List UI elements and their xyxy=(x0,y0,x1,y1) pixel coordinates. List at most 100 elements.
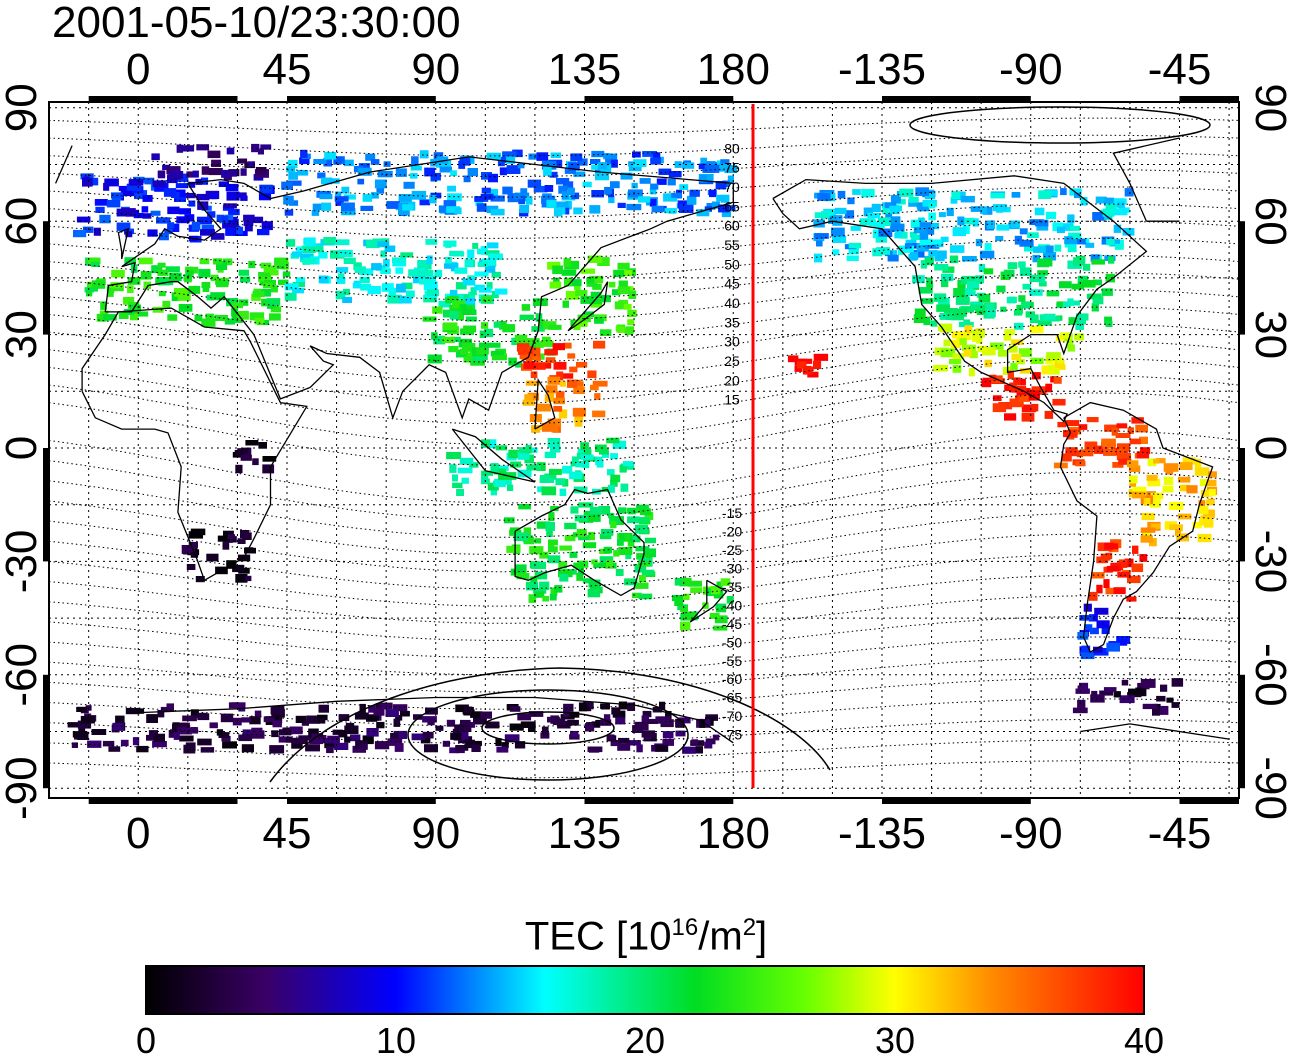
tec-cell xyxy=(1013,377,1021,386)
tec-cell xyxy=(617,507,627,514)
tec-cell xyxy=(525,581,539,591)
tec-cell xyxy=(208,168,223,176)
tec-cell xyxy=(1152,707,1161,716)
tec-cell xyxy=(1106,642,1120,652)
tec-cell xyxy=(544,451,556,459)
tec-cell xyxy=(659,701,666,711)
tec-cell xyxy=(317,714,328,721)
magnetic-latitude-contour xyxy=(49,152,1239,177)
map-gridlines xyxy=(49,102,1239,798)
tec-cell xyxy=(1127,692,1142,698)
tec-cell xyxy=(662,739,674,746)
tec-cell xyxy=(671,192,683,198)
coastline xyxy=(567,281,609,332)
tec-cell xyxy=(366,715,379,721)
top-longitude-label: -135 xyxy=(838,45,926,94)
tec-cell xyxy=(953,288,966,297)
tec-cell xyxy=(222,541,230,550)
tec-cell xyxy=(1092,296,1104,305)
tec-cell xyxy=(462,309,477,315)
tec-cell xyxy=(211,159,221,167)
tec-cell xyxy=(1019,239,1034,247)
tec-cell xyxy=(634,582,649,589)
tec-cell xyxy=(533,185,548,193)
tec-cell xyxy=(456,293,470,303)
tec-cell xyxy=(169,171,184,179)
tec-cell xyxy=(992,403,1007,413)
tec-cell xyxy=(1171,678,1184,687)
tec-cell xyxy=(260,144,272,150)
tec-cell xyxy=(1150,523,1161,529)
tec-cell xyxy=(449,304,464,313)
tec-cell xyxy=(126,183,142,191)
tec-cell xyxy=(465,258,474,267)
tec-cell xyxy=(1028,395,1040,401)
tec-cell xyxy=(195,576,205,583)
tec-cell xyxy=(629,535,638,541)
border-tick-bar xyxy=(1179,96,1239,102)
tec-cell xyxy=(234,449,244,457)
tec-cell xyxy=(986,220,995,229)
tec-cell xyxy=(424,744,438,753)
tec-cell xyxy=(636,553,646,560)
tec-cell xyxy=(678,204,694,213)
tec-cell xyxy=(638,593,653,600)
tec-cell xyxy=(544,349,558,356)
tec-cell xyxy=(590,159,601,164)
tec-cell xyxy=(491,271,501,278)
tec-cell xyxy=(679,621,691,631)
border-tick-bar xyxy=(43,674,49,789)
bottom-longitude-label: -90 xyxy=(999,809,1063,858)
tec-cell xyxy=(177,727,192,735)
tec-cell xyxy=(542,595,549,602)
tec-cell xyxy=(1139,554,1148,562)
tec-cell xyxy=(163,188,177,197)
tec-cell xyxy=(507,193,519,203)
tec-cell xyxy=(624,533,631,540)
tec-cell xyxy=(1169,501,1184,510)
tec-cell xyxy=(653,152,661,159)
tec-cell xyxy=(1045,383,1053,393)
coastline xyxy=(534,378,556,430)
tec-cell xyxy=(120,190,135,197)
magnetic-latitude-label: 50 xyxy=(724,256,740,272)
tec-cell xyxy=(536,521,551,529)
tec-cell xyxy=(463,175,471,183)
tec-cell xyxy=(186,564,196,570)
tec-cell xyxy=(552,343,565,351)
tec-cell xyxy=(926,277,933,285)
tec-cell xyxy=(451,336,461,342)
tec-cell xyxy=(210,292,226,301)
tec-cell xyxy=(262,464,275,474)
tec-cell xyxy=(1083,603,1092,612)
tec-cell xyxy=(449,311,459,320)
tec-cell xyxy=(536,462,546,471)
tec-cell xyxy=(266,298,281,306)
tec-cell xyxy=(1043,313,1056,320)
coastline xyxy=(451,428,536,483)
tec-cell xyxy=(485,188,498,197)
tec-cell xyxy=(1030,390,1040,399)
tec-cell xyxy=(1019,267,1032,276)
tec-cell xyxy=(635,546,650,552)
tec-cell xyxy=(570,506,579,514)
tec-cell xyxy=(627,516,640,524)
tec-cell xyxy=(367,286,381,295)
tec-cell xyxy=(1110,239,1120,247)
right-latitude-label: 0 xyxy=(1246,436,1292,460)
tec-cell xyxy=(610,474,621,483)
tec-cell xyxy=(1166,697,1174,703)
tec-cell xyxy=(1160,705,1169,715)
tec-cell xyxy=(486,721,500,729)
tec-cell xyxy=(580,295,594,304)
tec-cell xyxy=(562,465,573,474)
tec-cell xyxy=(846,255,859,261)
tec-cell xyxy=(644,537,656,544)
tec-cell xyxy=(400,252,414,258)
tec-cell xyxy=(950,339,961,349)
tec-cell xyxy=(467,249,475,259)
tec-cell xyxy=(610,480,618,487)
tec-cell xyxy=(1205,499,1215,506)
tec-cell xyxy=(1141,512,1155,521)
tec-cell xyxy=(1007,262,1018,270)
